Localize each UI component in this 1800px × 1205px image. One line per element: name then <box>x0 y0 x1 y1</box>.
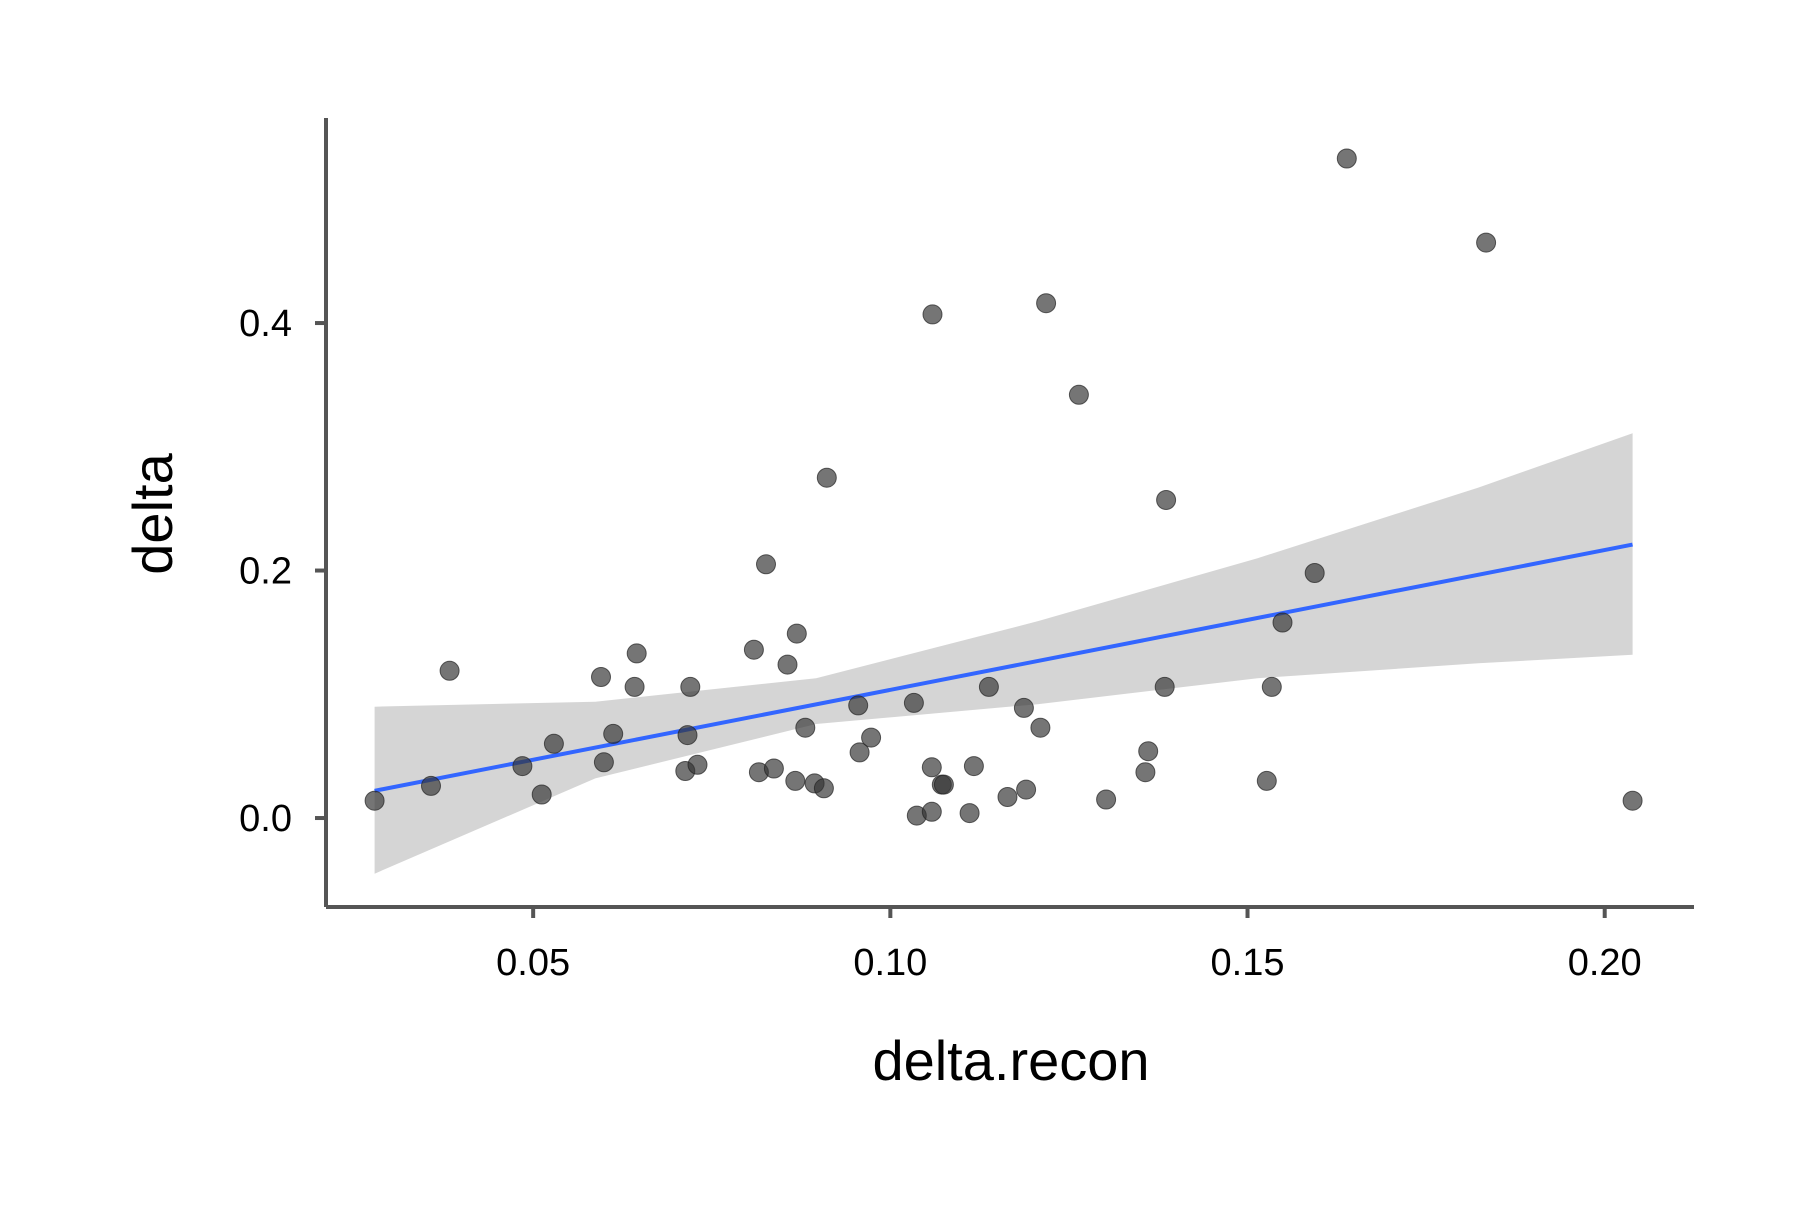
data-point <box>677 725 698 746</box>
data-point <box>959 803 980 824</box>
data-point <box>1135 762 1156 783</box>
data-point <box>777 654 798 675</box>
ticks-layer: 0.05 0.10 0.15 0.20 0.0 0.2 0.4 <box>239 303 1642 984</box>
y-axis-title: delta <box>121 452 184 574</box>
data-point <box>795 717 816 738</box>
regression-line <box>374 542 1633 793</box>
confidence-band <box>374 433 1633 874</box>
axes-layer <box>324 118 1694 909</box>
data-point <box>848 695 869 716</box>
data-point <box>785 770 806 791</box>
data-point <box>531 784 552 805</box>
data-point <box>786 623 807 644</box>
data-point <box>813 778 834 799</box>
data-point <box>1016 779 1037 800</box>
data-points-layer <box>364 148 1643 826</box>
data-point <box>1272 612 1293 633</box>
x-tick-label: 0.15 <box>1211 942 1285 984</box>
data-point <box>439 660 460 681</box>
data-point <box>1336 148 1357 169</box>
data-point <box>903 692 924 713</box>
data-point <box>849 742 870 763</box>
x-tick-label: 0.05 <box>496 942 570 984</box>
data-point <box>922 304 943 325</box>
confidence-band-layer <box>374 433 1633 874</box>
data-point <box>593 752 614 773</box>
data-point <box>626 643 647 664</box>
fit-line-layer <box>374 542 1633 793</box>
data-point <box>364 790 385 811</box>
data-point <box>1030 717 1051 738</box>
y-tick-label: 0.2 <box>239 551 292 593</box>
x-tick-label: 0.10 <box>853 942 927 984</box>
data-point <box>1068 384 1089 405</box>
data-point <box>933 774 954 795</box>
data-point <box>921 801 942 822</box>
data-point <box>1256 770 1277 791</box>
x-axis-title: delta.recon <box>872 1029 1149 1092</box>
data-point <box>543 733 564 754</box>
data-point <box>978 676 999 697</box>
data-point <box>763 758 784 779</box>
y-tick-label: 0.4 <box>239 303 292 345</box>
data-point <box>1261 676 1282 697</box>
data-point <box>1013 697 1034 718</box>
y-tick-label: 0.0 <box>239 798 292 840</box>
data-point <box>591 667 611 687</box>
data-point <box>921 757 942 778</box>
data-point <box>1156 490 1177 510</box>
data-point <box>1036 293 1057 314</box>
x-tick-label: 0.20 <box>1568 942 1642 984</box>
data-point <box>1476 232 1497 253</box>
data-point <box>680 676 701 697</box>
data-point <box>1154 676 1175 697</box>
data-point <box>1096 789 1117 810</box>
data-point <box>963 756 984 777</box>
data-point <box>687 754 708 775</box>
data-point <box>756 554 776 575</box>
data-point <box>997 787 1018 807</box>
data-point <box>603 723 624 744</box>
data-point <box>512 756 533 777</box>
data-point <box>861 727 882 748</box>
data-point <box>1138 741 1159 762</box>
data-point <box>1304 563 1325 583</box>
data-point <box>1622 790 1643 811</box>
data-point <box>421 775 441 796</box>
data-point <box>816 467 837 488</box>
data-point <box>624 676 645 697</box>
data-point <box>743 639 764 660</box>
